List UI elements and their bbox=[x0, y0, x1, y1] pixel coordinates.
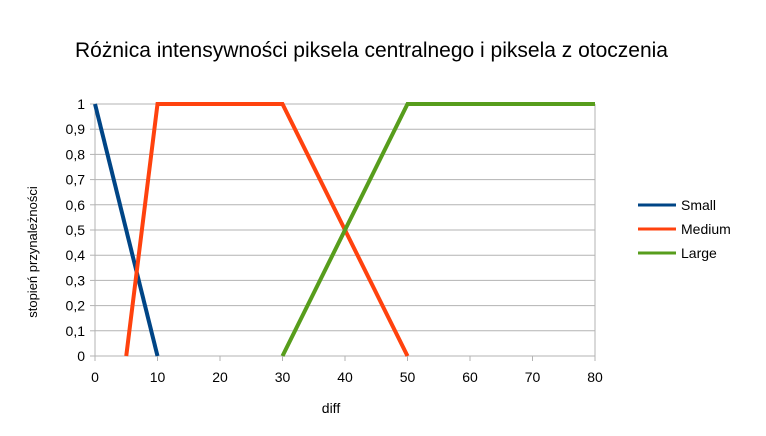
y-tick-label: 0,1 bbox=[66, 323, 86, 339]
x-axis-title: diff bbox=[322, 400, 341, 416]
y-tick-label: 0,5 bbox=[66, 222, 86, 238]
y-tick-label: 0,3 bbox=[66, 272, 86, 288]
chart-title: Różnica intensywności piksela centralneg… bbox=[75, 39, 668, 62]
y-tick-label: 0,7 bbox=[66, 172, 86, 188]
y-tick-label: 1 bbox=[77, 96, 85, 112]
y-tick-label: 0,9 bbox=[66, 121, 86, 137]
x-tick-label: 10 bbox=[150, 369, 166, 385]
y-tick-label: 0 bbox=[77, 348, 85, 364]
x-tick-label: 0 bbox=[91, 369, 99, 385]
tick-labels: 00,10,20,30,40,50,60,70,80,910 10 20 30 40 50… bbox=[66, 96, 603, 385]
legend-label: Medium bbox=[681, 221, 731, 237]
y-tick-label: 0,6 bbox=[66, 197, 86, 213]
x-tick-label: 20 bbox=[212, 369, 228, 385]
x-tick-label: 60 bbox=[462, 369, 478, 385]
legend-label: Large bbox=[681, 245, 717, 261]
series-line-small bbox=[93, 103, 160, 357]
x-tick-label: 80 bbox=[587, 369, 603, 385]
y-axis-title: stopień przynależności bbox=[25, 186, 40, 318]
x-tick-label: 40 bbox=[337, 369, 353, 385]
y-tick-label: 0,8 bbox=[66, 146, 86, 162]
series-lines bbox=[93, 102, 595, 357]
legend: Small Medium Large bbox=[638, 197, 731, 261]
x-tick-label: 50 bbox=[400, 369, 416, 385]
y-tick-label: 0,4 bbox=[66, 247, 86, 263]
axes bbox=[90, 103, 596, 361]
series-line-large bbox=[280, 102, 595, 357]
legend-label: Small bbox=[681, 197, 716, 213]
y-tick-label: 0,2 bbox=[66, 298, 86, 314]
x-tick-label: 30 bbox=[275, 369, 291, 385]
x-tick-label: 70 bbox=[525, 369, 541, 385]
